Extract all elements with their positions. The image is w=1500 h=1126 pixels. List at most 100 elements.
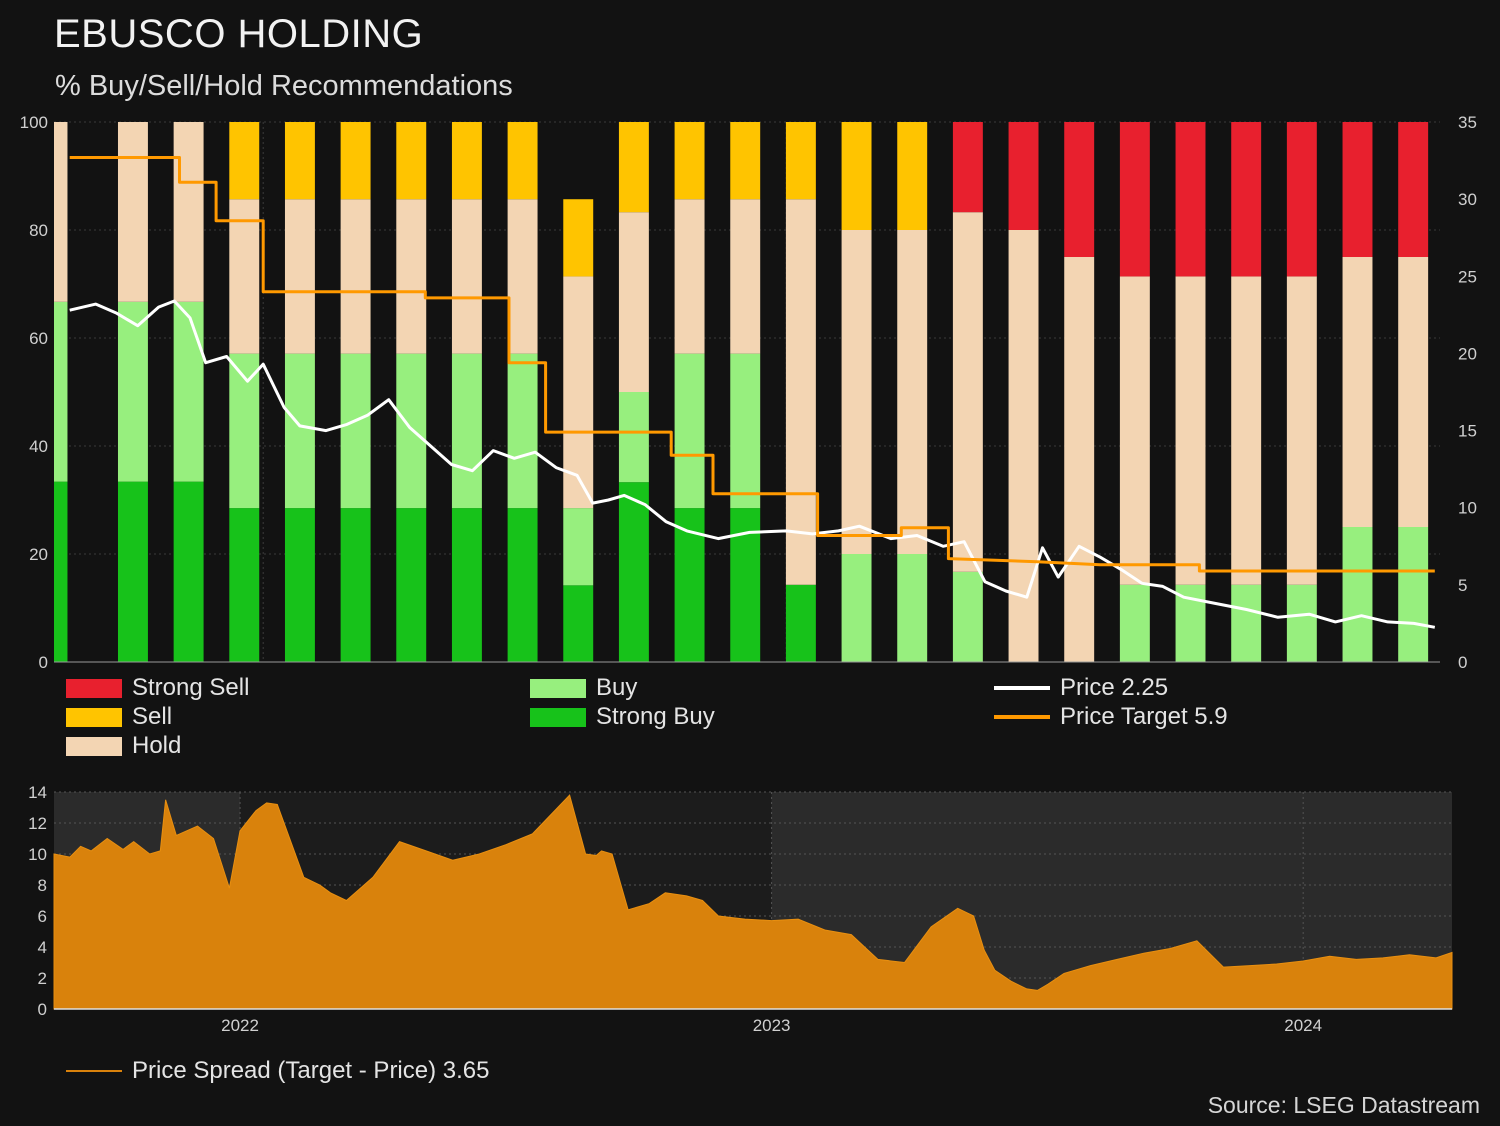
y-left-tick-label: 20 (29, 545, 48, 564)
bar-strong-buy (229, 508, 260, 662)
bar-strong-sell (1286, 122, 1317, 277)
y-tick-label: 4 (38, 938, 47, 957)
legend-label-strong-sell: Strong Sell (132, 674, 250, 701)
bar-sell (229, 122, 260, 200)
bar-hold (340, 199, 371, 354)
bar-sell (563, 199, 594, 277)
bar-strong-buy (340, 508, 371, 662)
legend-spread: Price Spread (Target - Price) 3.65 (66, 1057, 489, 1085)
legend-label-hold: Hold (132, 732, 182, 759)
bar-strong-buy (54, 481, 68, 662)
shaded-region (771, 792, 1452, 1009)
bar-buy (618, 392, 649, 483)
bar-hold (730, 199, 761, 354)
bar-buy (1119, 584, 1150, 662)
bar-hold (1398, 257, 1429, 527)
bar-buy (1342, 527, 1373, 662)
bar-buy (117, 301, 148, 482)
y-tick-label: 10 (28, 845, 47, 864)
y-right-tick-label: 30 (1458, 190, 1477, 209)
bar-hold (1175, 276, 1206, 585)
bar-strong-sell (952, 122, 983, 213)
y-left-tick-label: 0 (39, 653, 48, 672)
x-tick-label: 2022 (221, 1016, 259, 1035)
bar-strong-sell (1064, 122, 1095, 257)
bar-strong-buy (563, 585, 594, 662)
y-left-tick-label: 100 (20, 113, 48, 132)
bar-strong-buy (284, 508, 315, 662)
price-line (69, 299, 1436, 629)
y-tick-label: 14 (28, 783, 47, 802)
x-tick-label: 2024 (1284, 1016, 1322, 1035)
bar-strong-buy (507, 508, 538, 662)
bar-sell (618, 122, 649, 213)
legend-label-strong-buy: Strong Buy (596, 703, 715, 730)
bar-strong-sell (1342, 122, 1373, 257)
legend-strong-sell: Strong Sell (66, 674, 249, 702)
bar-buy (952, 571, 983, 662)
y-left-tick-label: 80 (29, 221, 48, 240)
bar-hold (618, 212, 649, 392)
bar-buy (1286, 584, 1317, 662)
bar-hold (785, 199, 816, 585)
bar-hold (1342, 257, 1373, 527)
bar-buy (730, 353, 761, 509)
shaded-region (54, 792, 241, 1009)
bar-strong-buy (117, 481, 148, 662)
bar-hold (173, 122, 204, 302)
legend-swatch-price-target (994, 715, 1050, 719)
bar-sell (507, 122, 538, 200)
bar-hold (1064, 257, 1095, 662)
legend-sell: Sell (66, 703, 172, 731)
bar-strong-sell (1231, 122, 1262, 277)
spread-area (53, 794, 1453, 1010)
bar-buy (54, 301, 68, 482)
legend-label-sell: Sell (132, 703, 173, 730)
bar-strong-buy (618, 482, 649, 662)
bar-buy (897, 554, 928, 662)
bar-sell (340, 122, 371, 200)
bar-buy (841, 554, 872, 662)
legend-swatch-buy (530, 678, 586, 698)
bar-hold (1286, 276, 1317, 585)
y-right-tick-label: 0 (1458, 653, 1467, 672)
y-right-tick-label: 15 (1458, 422, 1477, 441)
bar-strong-buy (396, 508, 427, 662)
bar-hold (1119, 276, 1150, 585)
recommendations-chart: 0 20 40 60 80 100 0 5 10 15 20 25 30 35 (20, 113, 1477, 672)
legend-label-spread: Price Spread (Target - Price) 3.65 (132, 1057, 490, 1084)
bar-hold (1231, 276, 1262, 585)
x-tick-label: 2023 (753, 1016, 791, 1035)
bar-buy (396, 353, 427, 509)
bar-strong-sell (1175, 122, 1206, 277)
legend-swatch-hold (66, 736, 122, 756)
bar-hold (396, 199, 427, 354)
bar-buy (451, 353, 482, 509)
bar-strong-sell (1398, 122, 1429, 257)
legend-label-price: Price 2.25 (1060, 674, 1169, 701)
y-tick-label: 12 (28, 814, 47, 833)
bar-hold (54, 122, 68, 302)
bar-buy (1231, 584, 1262, 662)
legend-price: Price 2.25 (994, 674, 1168, 702)
bar-hold (841, 230, 872, 554)
chart-title: EBUSCO HOLDING (54, 12, 424, 56)
bar-buy (340, 353, 371, 509)
bar-hold (897, 230, 928, 554)
bar-buy (1398, 527, 1429, 662)
legend-price-target: Price Target 5.9 (994, 703, 1228, 731)
legend-label-buy: Buy (596, 674, 638, 701)
bar-hold (451, 199, 482, 354)
bar-buy (674, 353, 705, 509)
bar-sell (730, 122, 761, 200)
chart-subtitle: % Buy/Sell/Hold Recommendations (55, 70, 513, 102)
bar-sell (451, 122, 482, 200)
y-tick-label: 8 (38, 876, 47, 895)
bar-sell (841, 122, 872, 230)
y-left-tick-label: 40 (29, 437, 48, 456)
legend-label-price-target: Price Target 5.9 (1060, 703, 1228, 730)
plot-background (54, 792, 1452, 1009)
y-tick-label: 2 (38, 969, 47, 988)
bar-hold (563, 276, 594, 509)
y-right-tick-label: 25 (1458, 267, 1477, 286)
